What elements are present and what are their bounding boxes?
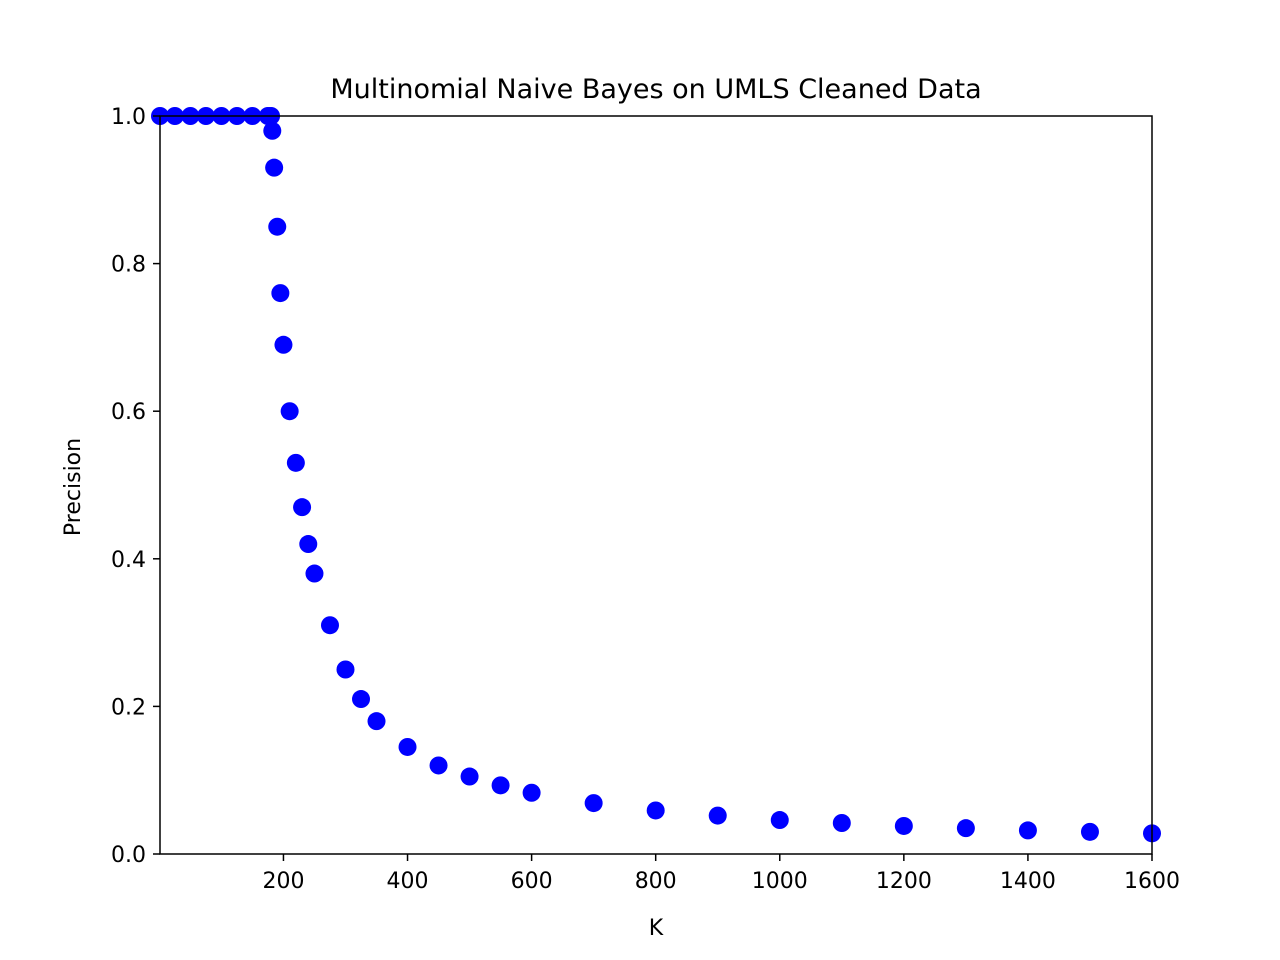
data-point [299,535,318,554]
data-point [336,660,355,679]
y-axis: 0.0 0.2 0.4 0.6 0.8 1.0 [111,105,160,868]
data-point [268,217,287,236]
y-tick-label: 0.6 [111,400,146,425]
data-point [320,616,339,635]
data-point [491,776,510,795]
data-point [286,453,305,472]
data-point [646,801,665,820]
x-tick-label: 600 [511,869,553,894]
x-tick-label: 400 [387,869,429,894]
y-tick-label: 0.2 [111,695,146,720]
x-axis: 200 400 600 800 1000 1200 1400 1600 [262,854,1180,894]
data-point [352,690,371,709]
x-tick-label: 800 [635,869,677,894]
data-point [293,498,312,517]
data-point [770,811,789,830]
y-tick-label: 0.0 [111,843,146,868]
data-point [1080,822,1099,841]
data-point [708,806,727,825]
x-tick-label: 200 [262,869,304,894]
data-point [280,402,299,421]
x-axis-label: K [649,916,664,941]
y-axis-label: Precision [61,438,86,536]
data-point [263,121,282,140]
data-point [271,284,290,303]
y-tick-label: 1.0 [111,105,146,130]
y-tick-label: 0.8 [111,253,146,278]
data-point [429,756,448,775]
x-tick-label: 1200 [876,869,932,894]
data-point [265,158,284,177]
data-point [305,564,324,583]
x-tick-label: 1600 [1124,869,1180,894]
x-tick-label: 1400 [1000,869,1056,894]
data-point [894,816,913,835]
data-point [367,712,386,731]
chart-title: Multinomial Naive Bayes on UMLS Cleaned … [330,74,981,105]
data-point [398,737,417,756]
data-point [956,819,975,838]
data-point [522,783,541,802]
data-point [1018,821,1037,840]
data-point [460,767,479,786]
x-tick-label: 1000 [752,869,808,894]
data-point [584,794,603,813]
data-point [274,335,293,354]
data-point [832,814,851,832]
y-tick-label: 0.4 [111,548,146,573]
